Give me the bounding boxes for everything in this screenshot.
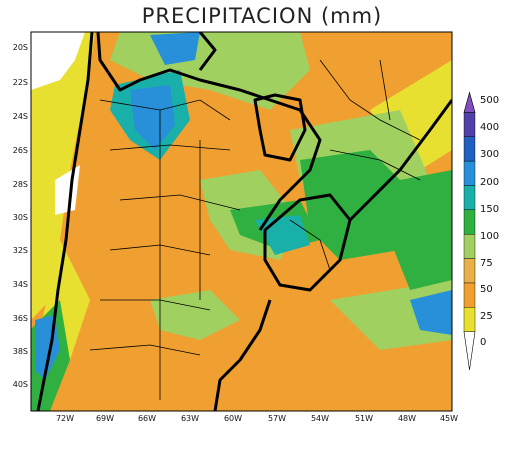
- lat-label: 40S: [12, 380, 28, 389]
- colorbar-segment: [463, 307, 476, 332]
- colorbar-segment: [463, 233, 476, 259]
- province-line: [119, 194, 241, 211]
- colorbar-segment: [463, 160, 476, 186]
- lat-label: 34S: [12, 280, 28, 289]
- brazil-argentina-border: [258, 109, 322, 231]
- colorbar-label: 25: [480, 311, 493, 322]
- province-line: [109, 144, 231, 151]
- lon-label: 60W: [223, 414, 243, 423]
- map-frame: [30, 31, 453, 412]
- colorbar-segment: [463, 282, 476, 308]
- lon-label: 63W: [180, 414, 200, 423]
- lat-label: 28S: [12, 180, 28, 189]
- chile-argentina-border: [36, 32, 94, 411]
- province-line: [289, 219, 331, 271]
- colorbar-segment: [463, 112, 476, 137]
- lon-label: 66W: [137, 414, 157, 423]
- field-blue-north: [130, 85, 175, 150]
- field-green-uruguay: [300, 150, 410, 260]
- bolivia-border: [96, 32, 301, 112]
- field-green-east: [390, 170, 452, 290]
- province-line: [329, 149, 421, 181]
- lat-label: 20S: [12, 43, 28, 52]
- colorbar-segment: [463, 209, 476, 235]
- lon-label: 54W: [310, 414, 330, 423]
- lon-label: 72W: [55, 414, 75, 423]
- colorbar-min-arrow: [463, 331, 476, 371]
- map-title: PRECIPITACION (mm): [141, 4, 383, 28]
- field-blue-ocean: [410, 290, 452, 335]
- lat-label: 30S: [12, 213, 28, 222]
- colorbar-max-arrow: [463, 91, 476, 113]
- country-borders: [36, 32, 452, 411]
- lon-label: 57W: [267, 414, 287, 423]
- colorbar-label: 500: [480, 95, 500, 106]
- colorbar-segment: [463, 136, 476, 162]
- lat-label: 38S: [12, 347, 28, 356]
- province-line: [379, 59, 391, 121]
- colorbar-label: 400: [480, 122, 500, 133]
- field-white-nw: [31, 32, 85, 90]
- province-line: [319, 59, 421, 141]
- colorbar-segments: [463, 91, 476, 371]
- lat-label: 32S: [12, 246, 28, 255]
- lon-label: 48W: [397, 414, 417, 423]
- paraguay-border: [253, 93, 307, 162]
- uruguay-border: [263, 193, 352, 292]
- lon-label: 69W: [95, 414, 115, 423]
- colorbar-segment: [463, 258, 476, 284]
- colorbar-segment: [463, 185, 476, 211]
- lat-label: 36S: [12, 314, 28, 323]
- field-blue-top: [150, 32, 200, 65]
- lon-label: 45W: [439, 414, 459, 423]
- province-line: [89, 344, 201, 356]
- colorbar-label: 50: [480, 284, 493, 295]
- colorbar-label: 300: [480, 149, 500, 160]
- colorbar-label: 75: [480, 258, 493, 269]
- precipitation-field: [31, 32, 452, 411]
- province-line: [99, 99, 231, 121]
- colorbar-label: 150: [480, 204, 500, 215]
- argentina-coast: [213, 299, 272, 411]
- lat-label: 24S: [12, 112, 28, 121]
- lat-label: 22S: [12, 78, 28, 87]
- bolivia-west: [198, 32, 217, 71]
- colorbar-label: 100: [480, 231, 500, 242]
- lat-label: 26S: [12, 146, 28, 155]
- lon-label: 51W: [354, 414, 374, 423]
- province-borders: [89, 59, 421, 400]
- colorbar-label: 200: [480, 177, 500, 188]
- colorbar-label: 0: [480, 337, 487, 348]
